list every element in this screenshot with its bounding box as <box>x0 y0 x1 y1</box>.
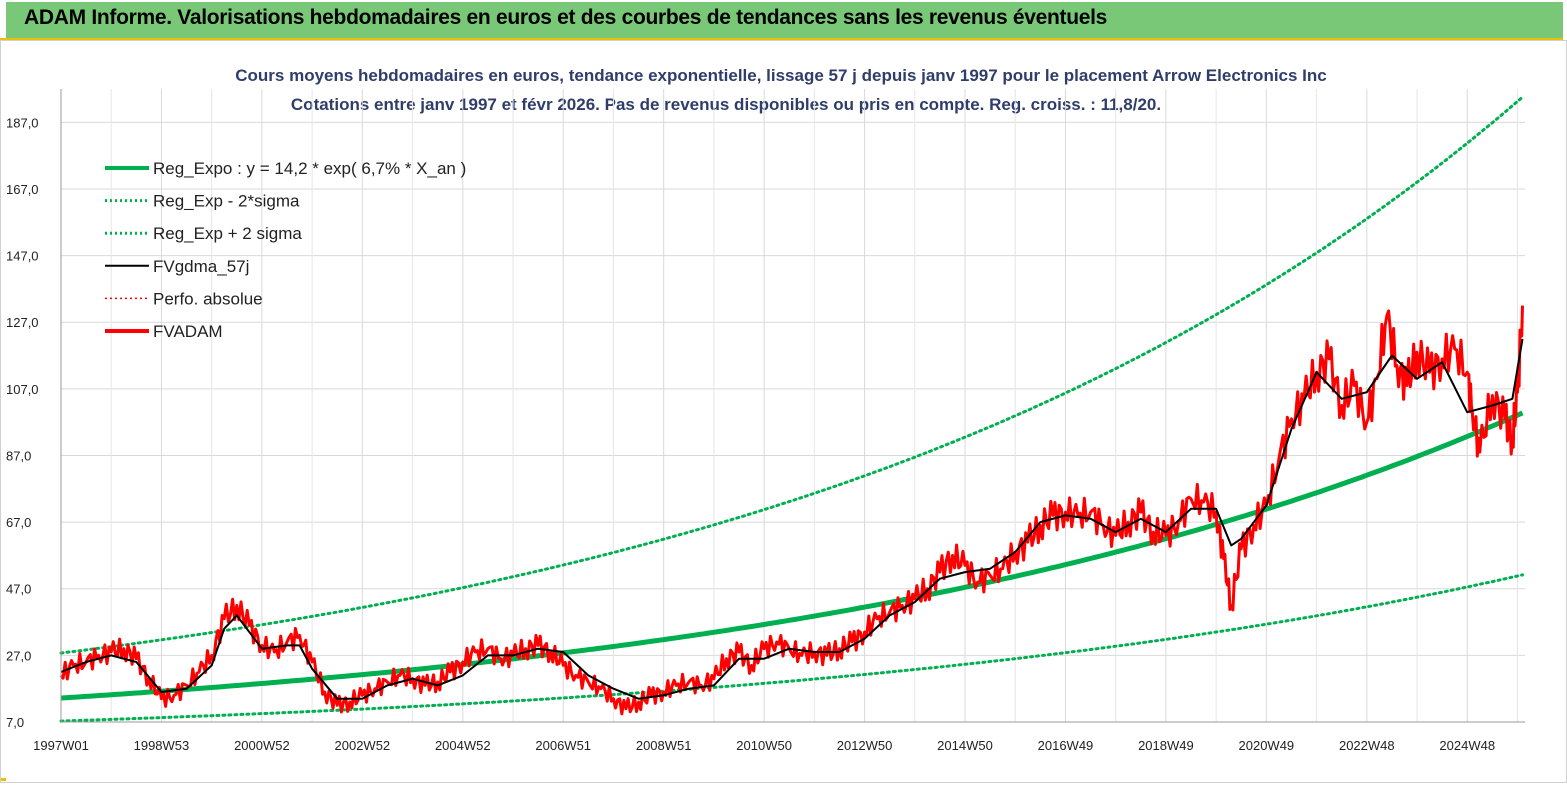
x-tick-label: 2012W50 <box>837 738 893 753</box>
corner-accent <box>0 38 14 41</box>
reg-exp-minus-2sigma-line <box>59 573 1524 723</box>
report-title: ADAM Informe. Valorisations hebdomadaire… <box>24 6 1108 29</box>
legend-label: Reg_Exp - 2*sigma <box>153 192 300 211</box>
x-tick-label: 2000W52 <box>234 738 290 753</box>
y-tick-label: 27,0 <box>6 648 31 663</box>
corner-accent <box>1557 38 1563 41</box>
fvadam-line <box>59 305 1524 716</box>
axes: 7,0 27,0 47,0 67,0 87,0 107,0 127,0 147,0 167,0 1… <box>6 89 1525 753</box>
y-tick-label: 7,0 <box>6 715 24 730</box>
x-tick-label: 2004W52 <box>435 738 491 753</box>
x-tick-label: 2024W48 <box>1439 738 1495 753</box>
chart-panel: Cours moyens hebdomadaires en euros, ten… <box>0 40 1567 783</box>
y-tick-label: 187,0 <box>6 115 39 130</box>
price-chart: Cours moyens hebdomadaires en euros, ten… <box>6 66 1525 753</box>
legend-label: Perfo. absolue <box>153 289 263 308</box>
reg-exp-plus-2sigma-line <box>59 95 1524 655</box>
legend: Reg_Expo : y = 14,2 * exp( 6,7% * X_an )… <box>105 159 466 341</box>
chart-title: Cours moyens hebdomadaires en euros, ten… <box>235 66 1327 85</box>
corner-accent <box>0 778 6 781</box>
y-tick-label: 127,0 <box>6 315 39 330</box>
x-tick-label: 2006W51 <box>535 738 591 753</box>
x-tick-label: 1997W01 <box>33 738 89 753</box>
legend-label: FVgdma_57j <box>153 257 249 276</box>
report-banner: ADAM Informe. Valorisations hebdomadaire… <box>6 2 1563 40</box>
series-group <box>59 95 1524 723</box>
x-tick-label: 1998W53 <box>134 738 190 753</box>
x-tick-label: 2002W52 <box>335 738 391 753</box>
y-tick-label: 107,0 <box>6 382 39 397</box>
y-tick-label: 167,0 <box>6 182 39 197</box>
y-tick-label: 47,0 <box>6 582 31 597</box>
x-tick-label: 2014W50 <box>937 738 993 753</box>
y-tick-label: 147,0 <box>6 249 39 264</box>
chart-subtitle: Cotations entre janv 1997 et févr 2026. … <box>291 95 1161 114</box>
x-tick-label: 2020W49 <box>1239 738 1295 753</box>
x-tick-label: 2008W51 <box>636 738 692 753</box>
x-tick-label: 2016W49 <box>1038 738 1094 753</box>
fvgdma-57j-line <box>60 338 1524 700</box>
grid <box>60 89 1525 723</box>
legend-label: Reg_Expo : y = 14,2 * exp( 6,7% * X_an ) <box>153 159 466 178</box>
x-tick-label: 2022W48 <box>1339 738 1395 753</box>
x-tick-label: 2010W50 <box>736 738 792 753</box>
legend-label: FVADAM <box>153 322 223 341</box>
reg-expo-line <box>60 410 1524 701</box>
x-tick-label: 2018W49 <box>1138 738 1194 753</box>
legend-label: Reg_Exp + 2 sigma <box>153 224 302 243</box>
y-tick-label: 67,0 <box>6 515 31 530</box>
y-tick-label: 87,0 <box>6 448 31 463</box>
